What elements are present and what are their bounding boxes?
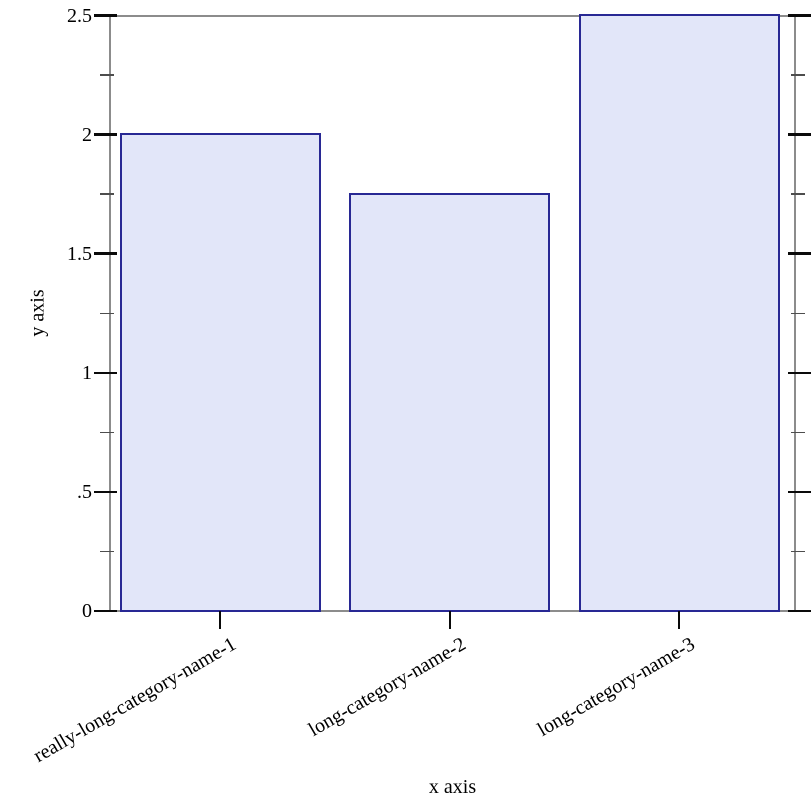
y-tick-label: 0 [82,600,92,622]
y-major-tick [94,14,117,17]
bar [349,192,550,613]
y-major-tick [94,252,117,255]
y-major-tick [94,490,117,494]
y-minor-tick-right [791,193,805,195]
y-major-tick-right [788,252,811,255]
y-minor-tick [100,193,114,195]
y-minor-tick-right [791,550,805,553]
y-major-tick [94,133,117,136]
y-major-tick [94,371,117,375]
y-minor-tick [100,550,114,553]
y-tick-label: 2 [82,123,92,146]
y-minor-tick [100,312,114,314]
y-major-tick-right [788,133,811,136]
y-minor-tick-right [791,431,805,434]
y-major-tick-right [788,609,811,613]
y-minor-tick-right [791,312,805,314]
y-minor-tick [100,431,114,434]
x-axis-title: x axis [428,776,477,798]
y-tick-label: 1 [82,361,92,384]
y-tick-label: .5 [77,480,92,503]
bar [119,133,321,613]
y-major-tick-right [788,14,811,17]
y-tick-label: 1.5 [67,242,92,265]
y-minor-tick [100,74,114,76]
y-major-tick-right [788,371,811,375]
category-label: really-long-category-name-1 [29,633,241,767]
category-label: long-category-name-2 [304,633,470,741]
bar [578,14,780,613]
y-tick-label: 2.5 [67,4,92,27]
y-minor-tick-right [791,74,805,76]
category-tick [219,611,221,629]
y-major-tick-right [788,490,811,494]
y-major-tick [94,609,117,613]
category-tick [678,611,680,629]
category-label: long-category-name-3 [534,633,699,741]
y-axis-title: y axis [26,289,49,337]
category-tick [448,611,451,629]
plot-top-border [109,14,796,17]
